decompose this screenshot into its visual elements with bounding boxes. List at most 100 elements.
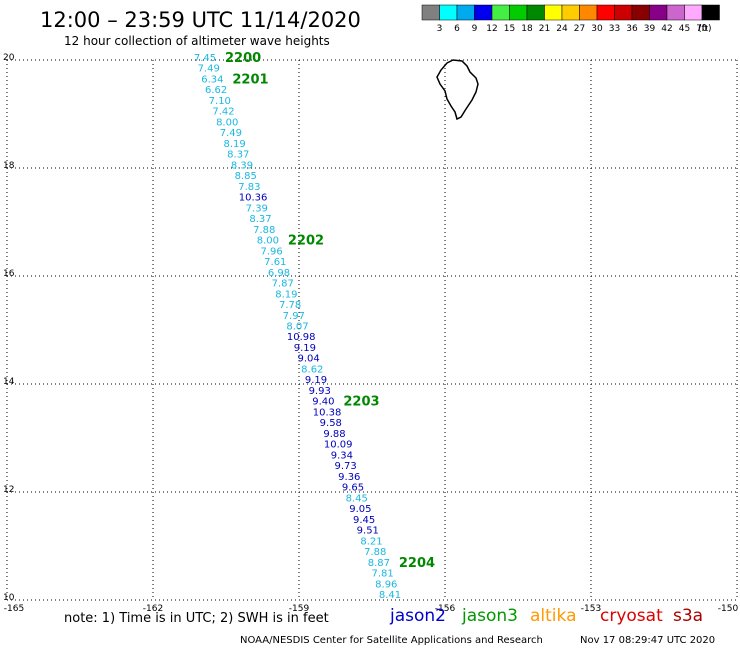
hawaii-island-coastline bbox=[436, 59, 479, 121]
satellite-jason3: jason3 bbox=[462, 606, 518, 626]
swh-value: 6.34 bbox=[201, 74, 223, 85]
swh-value: 8.19 bbox=[223, 139, 245, 150]
legend-swatch bbox=[701, 4, 720, 21]
legend-swatch bbox=[614, 4, 633, 21]
legend-label: 6 bbox=[454, 24, 460, 34]
legend-label: 9 bbox=[472, 24, 478, 34]
satellite-s3a: s3a bbox=[673, 606, 704, 626]
legend-label: 21 bbox=[539, 24, 550, 34]
legend-swatch bbox=[439, 4, 458, 21]
legend-label: 33 bbox=[609, 24, 620, 34]
lon-tick-label: -162 bbox=[143, 604, 163, 614]
legend-label: 36 bbox=[626, 24, 638, 34]
lat-tick-label: 18 bbox=[3, 161, 15, 171]
swh-value: 10.09 bbox=[324, 440, 353, 451]
legend-swatch bbox=[526, 4, 545, 21]
page-title: 12:00 – 23:59 UTC 11/14/2020 bbox=[40, 8, 361, 32]
swh-value: 9.93 bbox=[309, 386, 331, 397]
swh-value: 8.37 bbox=[227, 150, 249, 161]
swh-value: 9.65 bbox=[342, 483, 364, 494]
lat-tick-label: 12 bbox=[3, 485, 14, 495]
swh-value: 9.88 bbox=[323, 429, 345, 440]
lon-tick-label: -159 bbox=[289, 604, 310, 614]
swh-value: 7.96 bbox=[260, 246, 282, 257]
legend-swatch bbox=[666, 4, 685, 21]
swh-value: 7.49 bbox=[220, 128, 242, 139]
swh-value: 7.81 bbox=[371, 569, 393, 580]
legend-swatch bbox=[561, 4, 580, 21]
swh-value: 7.61 bbox=[264, 257, 286, 268]
legend-label: 24 bbox=[556, 24, 568, 34]
swh-value: 9.34 bbox=[331, 450, 353, 461]
legend-swatch bbox=[596, 4, 615, 21]
swh-value: 9.58 bbox=[320, 418, 342, 429]
swh-value: 9.05 bbox=[349, 504, 371, 515]
legend-label: 30 bbox=[591, 24, 603, 34]
satellite-cryosat: cryosat bbox=[600, 606, 663, 626]
swh-value: 8.85 bbox=[235, 171, 257, 182]
swh-value: 8.21 bbox=[360, 536, 382, 547]
swh-value: 7.39 bbox=[246, 203, 268, 214]
swh-value: 9.51 bbox=[357, 526, 379, 537]
swh-value: 8.00 bbox=[257, 236, 279, 247]
lat-tick-label: 10 bbox=[3, 593, 15, 603]
legend-label: 39 bbox=[644, 24, 656, 34]
legend-swatch bbox=[649, 4, 668, 21]
swh-value: 9.19 bbox=[294, 343, 316, 354]
page-subtitle: 12 hour collection of altimeter wave hei… bbox=[64, 34, 330, 48]
swh-value: 7.83 bbox=[238, 182, 260, 193]
swh-value: 9.36 bbox=[338, 472, 360, 483]
swh-value: 7.49 bbox=[198, 64, 220, 75]
swh-value: 8.96 bbox=[375, 579, 397, 590]
legend-label: 27 bbox=[574, 24, 585, 34]
swh-value: 8.00 bbox=[216, 117, 238, 128]
swh-value: 9.04 bbox=[297, 354, 319, 365]
legend-swatch bbox=[456, 4, 475, 21]
footer-note: note: 1) Time is in UTC; 2) SWH is in fe… bbox=[64, 611, 329, 626]
swh-value: 9.40 bbox=[312, 397, 334, 408]
swh-value: 7.97 bbox=[283, 311, 305, 322]
legend-label: 18 bbox=[521, 24, 533, 34]
credit-line: NOAA/NESDIS Center for Satellite Applica… bbox=[240, 635, 543, 646]
swh-value: 7.42 bbox=[212, 107, 234, 118]
map-grid: -165 -162 -159 -156 -153 -150 10 12 14 16 18 20 bbox=[3, 53, 738, 614]
swh-value: 10.98 bbox=[287, 332, 316, 343]
swh-value: 7.45 bbox=[194, 53, 216, 64]
legend-label: 45 bbox=[679, 24, 690, 34]
swh-value: 8.87 bbox=[368, 558, 390, 569]
lon-tick-label: -156 bbox=[435, 604, 456, 614]
legend-swatch bbox=[631, 4, 650, 21]
legend-label: 70 bbox=[696, 24, 708, 34]
time-label: 2203 bbox=[343, 395, 379, 410]
lat-tick-label: 20 bbox=[3, 53, 15, 63]
legend-swatch bbox=[579, 4, 598, 21]
swh-value: 8.45 bbox=[346, 493, 368, 504]
lon-tick-label: -153 bbox=[581, 604, 601, 614]
swh-value: 7.10 bbox=[209, 96, 231, 107]
lat-tick-label: 16 bbox=[3, 269, 15, 279]
swh-value: 9.19 bbox=[305, 375, 327, 386]
swh-value: 7.78 bbox=[279, 300, 301, 311]
swh-value: 9.45 bbox=[353, 515, 375, 526]
satellite-jason2: jason2 bbox=[390, 606, 446, 626]
legend-swatch bbox=[544, 4, 563, 21]
swh-value: 8.62 bbox=[301, 364, 323, 375]
swh-value: 8.39 bbox=[231, 160, 253, 171]
legend-label: 3 bbox=[437, 24, 443, 34]
lat-tick-label: 14 bbox=[3, 377, 15, 387]
swh-value: 10.36 bbox=[239, 193, 268, 204]
generated-timestamp: Nov 17 08:29:47 UTC 2020 bbox=[580, 635, 716, 646]
swh-value: 6.62 bbox=[205, 85, 227, 96]
time-label: 2204 bbox=[399, 556, 435, 571]
swh-value: 7.88 bbox=[253, 225, 275, 236]
swh-value: 8.19 bbox=[275, 289, 297, 300]
legend-swatch bbox=[421, 4, 440, 21]
legend-swatch bbox=[509, 4, 528, 21]
legend-label: 42 bbox=[661, 24, 672, 34]
swh-value: 7.87 bbox=[272, 279, 294, 290]
swh-value: 8.37 bbox=[249, 214, 271, 225]
legend-swatch bbox=[684, 4, 703, 21]
legend-label: 15 bbox=[504, 24, 515, 34]
